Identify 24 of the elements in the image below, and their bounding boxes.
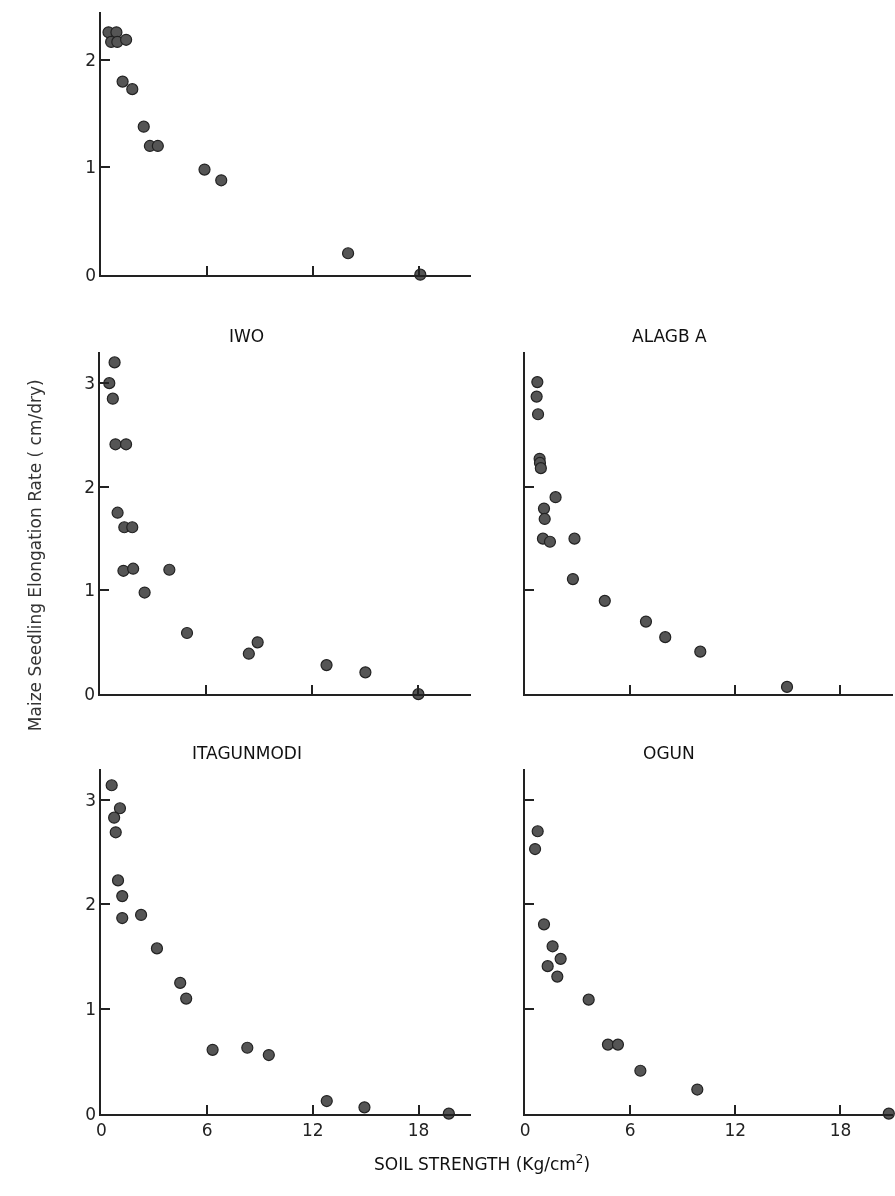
x-tick-label: 12	[302, 1120, 324, 1141]
y-tick-label: 2	[85, 50, 97, 71]
x-tick-label: 12	[724, 1120, 747, 1141]
chart-title: ALAGB A	[632, 326, 708, 346]
chart-title: IWO	[229, 326, 265, 346]
y-tick-label: 1	[85, 157, 97, 178]
y-tick-label: 0	[85, 264, 97, 285]
x-tick-label: 18	[407, 1120, 430, 1141]
x-tick-label: 6	[624, 1120, 636, 1141]
y-tick-label: 1	[85, 998, 97, 1019]
chart-title: OGUN	[643, 743, 695, 763]
y-tick-label: 2	[85, 894, 97, 915]
y-tick-label: 1	[84, 580, 96, 601]
x-tick-label: 0	[519, 1120, 531, 1141]
x-tick-label: 6	[201, 1120, 213, 1141]
x-tick-label: 18	[829, 1120, 852, 1141]
y-tick-label: 2	[84, 476, 96, 497]
y-tick-label: 0	[84, 684, 96, 705]
y-tick-label: 3	[85, 789, 97, 810]
chart-title: ITAGUNMODI	[192, 743, 302, 763]
y-axis-title: Maize Seedling Elongation Rate ( cm/dry)	[24, 379, 45, 732]
y-tick-label: 0	[85, 1103, 97, 1124]
x-axis-title: SOIL STRENGTH (Kg/cm$^{2}$)	[374, 1152, 591, 1175]
y-tick-label: 3	[84, 373, 96, 394]
